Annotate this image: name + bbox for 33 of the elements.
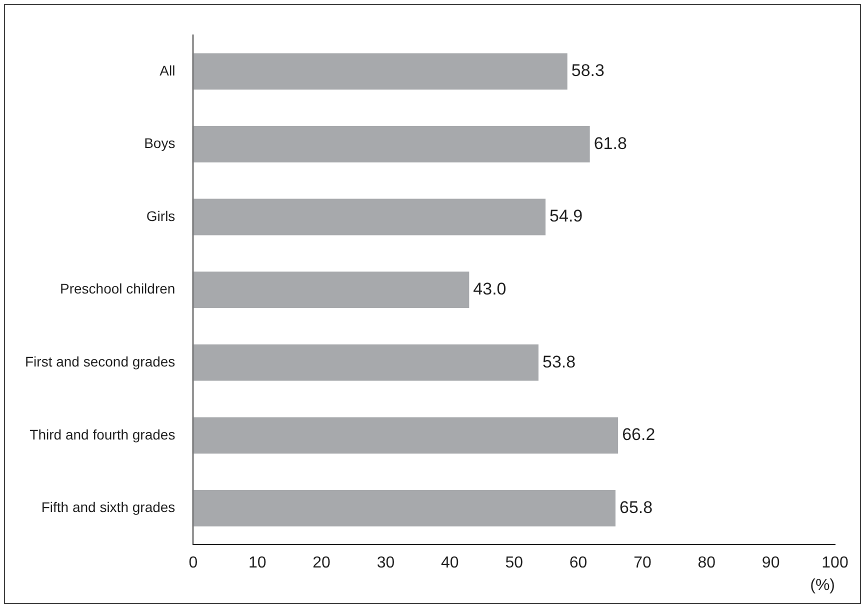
x-tick-label: 40 bbox=[441, 554, 459, 572]
bar bbox=[193, 126, 590, 162]
x-tick-label: 30 bbox=[376, 554, 395, 572]
x-tick-label: 10 bbox=[248, 554, 266, 572]
data-label: 58.3 bbox=[571, 61, 604, 80]
bar bbox=[193, 272, 470, 308]
x-tick-label: 0 bbox=[188, 554, 198, 572]
bar bbox=[193, 490, 616, 526]
data-label: 65.8 bbox=[620, 498, 653, 517]
x-axis-title: (%) bbox=[810, 576, 835, 594]
bar bbox=[193, 344, 538, 381]
y-tick-label: Preschool children bbox=[60, 280, 176, 297]
y-tick-label: Third and fourth grades bbox=[30, 426, 176, 442]
x-tick-label: 60 bbox=[569, 554, 588, 572]
y-tick-label: Girls bbox=[146, 208, 176, 224]
data-label: 61.8 bbox=[594, 134, 627, 153]
bar bbox=[193, 198, 546, 236]
y-tick-label: Fifth and sixth grades bbox=[41, 499, 176, 516]
bar bbox=[193, 53, 568, 90]
x-tick-label: 80 bbox=[698, 554, 716, 572]
x-tick-label: 20 bbox=[312, 554, 331, 572]
data-label: 53.8 bbox=[542, 352, 576, 372]
bar bbox=[193, 417, 618, 454]
data-label: 43.0 bbox=[473, 279, 506, 298]
y-tick-label: All bbox=[160, 62, 176, 78]
y-tick-label: Boys bbox=[144, 135, 176, 152]
x-tick-label: 100 bbox=[822, 554, 848, 572]
data-label: 66.2 bbox=[622, 425, 656, 444]
data-label: 54.9 bbox=[550, 206, 583, 226]
x-tick-label: 50 bbox=[505, 554, 524, 572]
y-tick-label: First and second grades bbox=[24, 353, 176, 370]
x-tick-label: 90 bbox=[762, 554, 780, 572]
x-tick-label: 70 bbox=[634, 554, 652, 572]
